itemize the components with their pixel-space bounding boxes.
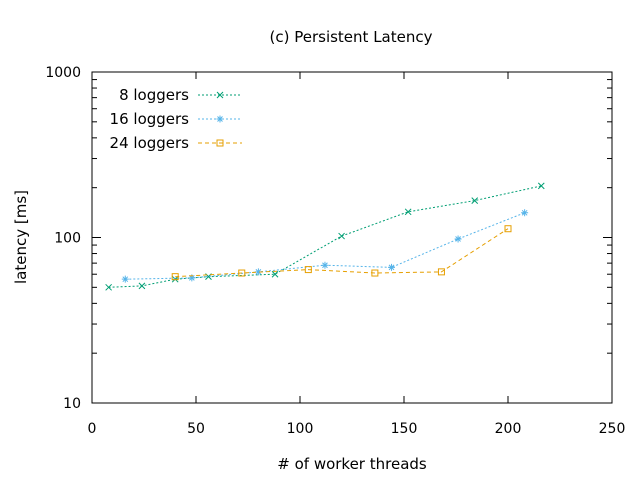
legend-marker: [216, 91, 224, 99]
x-tick-label: 50: [187, 421, 205, 437]
y-tick-label: 1000: [45, 65, 81, 81]
data-point: [404, 208, 412, 216]
data-point: [238, 269, 246, 277]
x-axis-label: # of worker threads: [277, 455, 427, 473]
data-point: [304, 266, 312, 274]
data-point: [138, 282, 146, 290]
y-tick-label: 10: [63, 396, 81, 412]
data-point: [254, 268, 262, 276]
legend-label: 16 loggers: [110, 110, 190, 128]
legend-marker: [216, 115, 224, 123]
y-tick-label: 100: [54, 231, 81, 247]
legend-label: 24 loggers: [110, 134, 190, 152]
x-axis: 0 50 100 150 200 250: [88, 72, 626, 437]
data-point: [437, 268, 445, 276]
data-point: [388, 263, 396, 271]
data-point: [504, 225, 512, 233]
data-point: [521, 209, 529, 217]
legend-label: 8 loggers: [119, 86, 189, 104]
series-1: [105, 182, 545, 291]
y-axis-label: latency [ms]: [12, 190, 30, 284]
series-line: [108, 185, 542, 288]
series-3: [171, 225, 512, 281]
series-layer: [105, 182, 545, 291]
data-point: [371, 269, 379, 277]
series-2: [121, 209, 529, 283]
y-axis: 10 100 1000: [45, 65, 612, 412]
data-point: [271, 270, 279, 278]
x-tick-label: 200: [495, 421, 522, 437]
data-point: [321, 261, 329, 269]
data-point: [338, 232, 345, 240]
data-point: [188, 274, 196, 282]
legend: 8 loggers 16 loggers 24 loggers: [110, 86, 242, 152]
x-tick-label: 250: [599, 421, 626, 437]
data-point: [121, 275, 129, 283]
x-tick-label: 0: [88, 421, 97, 437]
legend-marker: [216, 139, 224, 147]
chart-title: (c) Persistent Latency: [270, 28, 433, 46]
data-point: [471, 197, 479, 204]
x-tick-label: 100: [287, 421, 314, 437]
data-point: [105, 283, 112, 291]
data-point: [537, 182, 545, 190]
x-tick-label: 150: [391, 421, 418, 437]
data-point: [454, 235, 462, 243]
data-point: [171, 273, 179, 281]
